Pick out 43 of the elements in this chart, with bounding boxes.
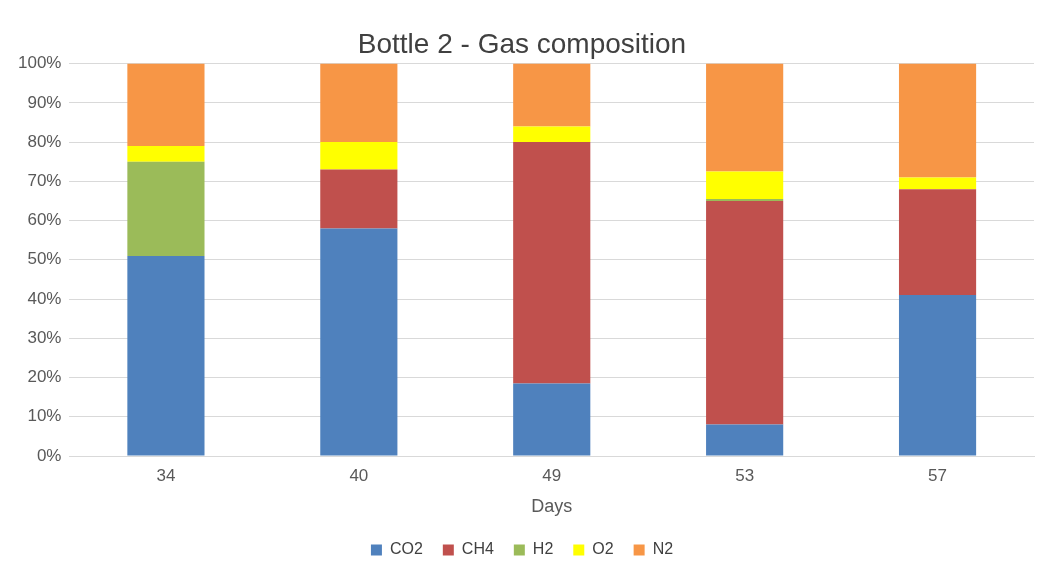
bar [127,255,205,456]
bar [706,171,784,199]
y-tick-label: 100% [18,53,62,73]
bar [706,200,784,425]
bar [706,63,784,172]
y-tick-label: 0% [36,445,62,465]
legend-label: O2 [592,540,614,558]
y-tick-label: 90% [27,92,62,112]
legend-label: H2 [532,540,554,558]
x-tick-label: 34 [156,465,176,485]
x-tick-label: 57 [928,465,948,485]
x-axis-title: Days [531,496,573,517]
bar [320,63,398,143]
x-tick-label: 49 [542,465,562,485]
bar [898,177,977,190]
legend-label: N2 [652,540,674,558]
bar [127,146,205,162]
bar [898,189,977,296]
y-tick-label: 20% [27,367,62,387]
chart-title: Bottle 2 - Gas composition [357,27,687,59]
bar [898,295,977,456]
bar [706,424,784,456]
y-tick-label: 70% [27,171,62,191]
bar [320,169,398,229]
bar [320,228,398,456]
x-tick-label: 53 [735,465,755,485]
bar [127,161,205,256]
legend-label: CO2 [389,540,423,558]
y-tick-label: 80% [27,131,62,151]
bar [320,142,398,170]
y-tick-label: 60% [27,210,62,230]
y-tick-label: 50% [27,249,62,269]
bar [513,383,591,456]
bar [513,63,591,127]
y-tick-label: 30% [27,327,62,347]
legend-label: CH4 [461,540,494,558]
bar [513,142,591,384]
bar [513,126,591,143]
y-tick-label: 40% [27,288,62,308]
bar [898,63,977,178]
y-tick-label: 10% [27,406,62,426]
x-tick-label: 40 [349,465,369,485]
bar [127,63,205,146]
